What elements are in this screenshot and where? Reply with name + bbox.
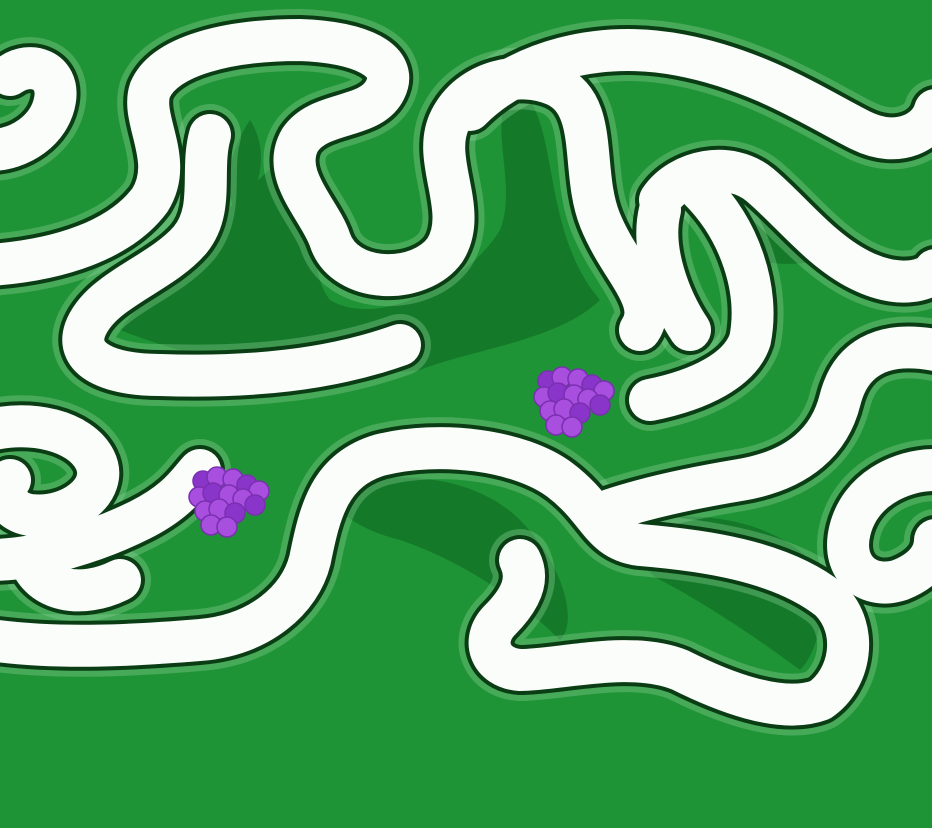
maze-corridor (62, 114, 421, 397)
grape-cluster-icon[interactable] (533, 366, 615, 438)
maze-corridor (0, 405, 120, 537)
maze-corridor (589, 326, 932, 531)
maze-items (188, 366, 615, 538)
grape-cluster-icon[interactable] (188, 466, 270, 538)
maze-corridors (0, 9, 932, 736)
maze-corridor (0, 19, 667, 351)
maze-corridor (0, 427, 870, 726)
maze-corridor (449, 29, 932, 160)
grape-berry (216, 516, 238, 538)
grape-berry (244, 494, 266, 516)
maze-corridor (636, 189, 711, 351)
maze-corridor (0, 47, 77, 171)
maze-corridor (827, 449, 932, 604)
maze-corridor (629, 169, 774, 421)
grape-berry (561, 416, 583, 438)
grape-berry (589, 394, 611, 416)
maze-corridor (9, 539, 141, 612)
